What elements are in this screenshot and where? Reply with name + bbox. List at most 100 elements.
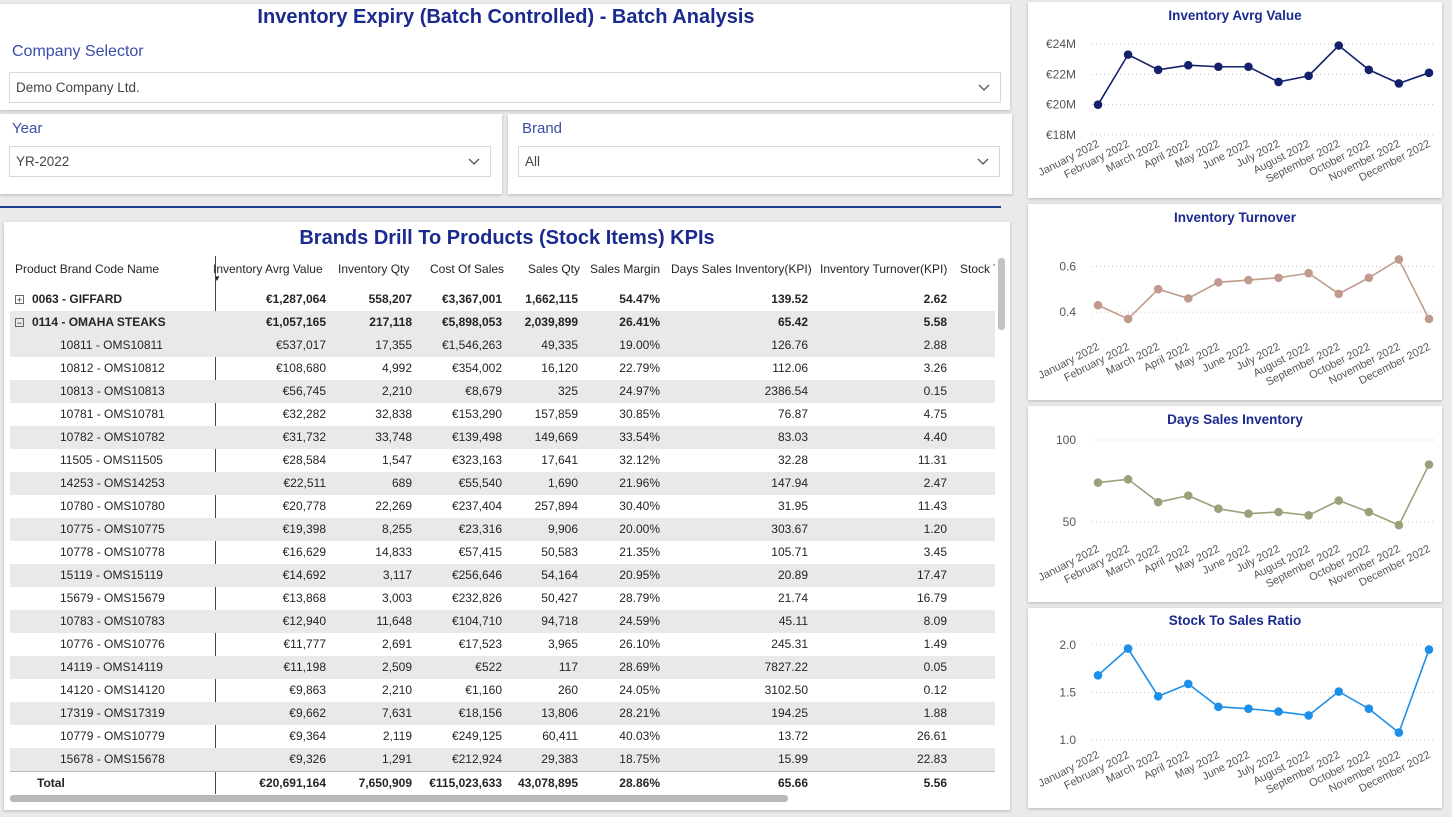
brand-dropdown[interactable]: All — [518, 146, 1000, 177]
col-header-sales-qty[interactable]: Sales Qty — [528, 262, 581, 276]
table-row[interactable]: 10783 - OMS10783 €12,940 11,648 €104,710 94,… — [10, 610, 995, 633]
cell-inventory-turnover: 0.05 — [923, 660, 947, 674]
data-point[interactable] — [1214, 702, 1223, 712]
cell-sales-qty: 94,718 — [541, 614, 578, 628]
table-row[interactable]: 14253 - OMS14253 €22,511 689 €55,540 1,690 21… — [10, 472, 995, 495]
data-point[interactable] — [1274, 707, 1283, 716]
data-point[interactable] — [1214, 278, 1223, 287]
data-point[interactable] — [1364, 507, 1374, 517]
data-point[interactable] — [1394, 255, 1404, 264]
cell-inventory-qty: 2,691 — [381, 637, 412, 651]
data-point[interactable] — [1304, 268, 1313, 278]
table-row[interactable]: 10778 - OMS10778 €16,629 14,833 €57,415 50,5… — [10, 541, 995, 564]
data-point[interactable] — [1244, 704, 1253, 714]
company-dropdown[interactable]: Demo Company Ltd. — [9, 72, 1001, 103]
year-dropdown[interactable]: YR-2022 — [9, 146, 491, 177]
table-row[interactable]: 10813 - OMS10813 €56,745 2,210 €8,679 325 24.… — [10, 380, 995, 403]
cell-sales-qty: 149,669 — [534, 430, 578, 444]
data-point[interactable] — [1394, 79, 1404, 88]
data-point[interactable] — [1153, 284, 1163, 294]
data-point[interactable] — [1274, 77, 1283, 87]
data-point[interactable] — [1304, 711, 1313, 720]
data-point[interactable] — [1304, 510, 1313, 520]
cell-days-sales-inventory: 76.87 — [777, 407, 808, 421]
data-point[interactable] — [1183, 60, 1193, 70]
data-point[interactable] — [1334, 289, 1344, 299]
table-row[interactable]: 14119 - OMS14119 €11,198 2,509 €522 117 28.69… — [10, 656, 995, 679]
data-point[interactable] — [1093, 100, 1103, 109]
col-header-cost-of-sales[interactable]: Cost Of Sales — [430, 262, 505, 276]
table-row[interactable]: 17319 - OMS17319 €9,662 7,631 €18,156 13,806… — [10, 702, 995, 725]
total-row[interactable]: Total €20,691,164 7,650,909 €115,023,633 43,… — [10, 771, 995, 795]
data-point[interactable] — [1183, 294, 1193, 303]
table-row[interactable]: 15679 - OMS15679 €13,868 3,003 €232,826 50,4… — [10, 587, 995, 610]
cell-cost-of-sales: €212,924 — [451, 752, 502, 766]
data-point[interactable] — [1153, 65, 1163, 75]
data-point[interactable] — [1153, 497, 1163, 507]
data-point[interactable] — [1334, 687, 1344, 696]
data-point[interactable] — [1244, 275, 1253, 285]
data-point[interactable] — [1424, 460, 1434, 469]
data-point[interactable] — [1183, 679, 1193, 689]
data-point[interactable] — [1123, 644, 1133, 653]
data-point[interactable] — [1274, 507, 1283, 517]
data-point[interactable] — [1123, 314, 1133, 324]
table-row[interactable]: 10811 - OMS10811 €537,017 17,355 €1,546,263… — [10, 334, 995, 357]
table-row[interactable]: 10775 - OMS10775 €19,398 8,255 €23,316 9,906… — [10, 518, 995, 541]
data-point[interactable] — [1394, 520, 1404, 530]
table-row[interactable]: −0114 - OMAHA STEAKS €1,057,165 217,118 €5,… — [10, 311, 995, 334]
data-point[interactable] — [1424, 314, 1434, 324]
cell-inventory-qty: 217,118 — [369, 315, 412, 329]
cell-days-sales-inventory: 32.28 — [777, 453, 808, 467]
col-header-brand[interactable]: Product Brand Code Name — [15, 262, 160, 276]
data-point[interactable] — [1424, 645, 1434, 654]
data-point[interactable] — [1093, 478, 1103, 487]
cell-sales-qty: 1,690 — [547, 476, 578, 490]
data-point[interactable] — [1364, 65, 1374, 75]
table-row[interactable]: 14120 - OMS14120 €9,863 2,210 €1,160 260 24.0… — [10, 679, 995, 702]
col-header-inventory-turnover[interactable]: Inventory Turnover(KPI) — [820, 262, 948, 276]
data-point[interactable] — [1214, 62, 1223, 72]
table-row[interactable]: 10782 - OMS10782 €31,732 33,748 €139,498 149… — [10, 426, 995, 449]
col-header-inventory-avrg-value[interactable]: Inventory Avrg Value — [213, 262, 323, 276]
data-point[interactable] — [1123, 50, 1133, 59]
data-point[interactable] — [1274, 273, 1283, 283]
table-row[interactable]: 15119 - OMS15119 €14,692 3,117 €256,646 54,1… — [10, 564, 995, 587]
col-header-sales-margin[interactable]: Sales Margin — [590, 262, 661, 276]
data-point[interactable] — [1424, 68, 1434, 78]
data-point[interactable] — [1214, 504, 1223, 514]
table-row[interactable]: 10779 - OMS10779 €9,364 2,119 €249,125 60,41… — [10, 725, 995, 748]
data-point[interactable] — [1364, 704, 1374, 714]
data-point[interactable] — [1123, 474, 1133, 484]
table-row[interactable]: 10781 - OMS10781 €32,282 32,838 €153,290 157… — [10, 403, 995, 426]
cell-sales-margin: 30.40% — [619, 499, 660, 513]
data-point[interactable] — [1364, 273, 1374, 283]
table-vertical-scrollbar[interactable] — [998, 258, 1005, 330]
col-header-days-sales-inventory[interactable]: Days Sales Inventory(KPI) — [671, 262, 812, 276]
data-point[interactable] — [1394, 728, 1404, 737]
cell-name: 10783 - OMS10783 — [15, 610, 250, 633]
data-point[interactable] — [1153, 692, 1163, 701]
table-horizontal-scrollbar[interactable] — [10, 795, 788, 802]
table-row[interactable]: +0063 - GIFFARD €1,287,064 558,207 €3,367,0… — [10, 288, 995, 311]
table-row[interactable]: 11505 - OMS11505 €28,584 1,547 €323,163 17,6… — [10, 449, 995, 472]
data-point[interactable] — [1183, 491, 1193, 500]
data-point[interactable] — [1334, 41, 1344, 50]
data-point[interactable] — [1093, 671, 1103, 680]
table-row[interactable]: 10812 - OMS10812 €108,680 4,992 €354,002 16,… — [10, 357, 995, 380]
col-header-inventory-qty[interactable]: Inventory Qty — [338, 262, 410, 276]
collapse-icon[interactable]: − — [15, 318, 24, 329]
table-row[interactable]: 10776 - OMS10776 €11,777 2,691 €17,523 3,965… — [10, 633, 995, 656]
table-row[interactable]: 10780 - OMS10780 €20,778 22,269 €237,404 257… — [10, 495, 995, 518]
expand-icon[interactable]: + — [15, 295, 24, 306]
data-point[interactable] — [1304, 71, 1313, 81]
table-row[interactable]: 15678 - OMS15678 €9,326 1,291 €212,924 29,38… — [10, 748, 995, 771]
data-point[interactable] — [1093, 300, 1103, 310]
series-line — [1097, 44, 1430, 106]
col-header-stock-to-sales[interactable]: Stock T — [960, 262, 995, 276]
cell-days-sales-inventory: 112.06 — [772, 361, 808, 375]
data-point[interactable] — [1334, 496, 1344, 505]
data-point[interactable] — [1244, 62, 1253, 72]
data-point[interactable] — [1244, 509, 1253, 518]
